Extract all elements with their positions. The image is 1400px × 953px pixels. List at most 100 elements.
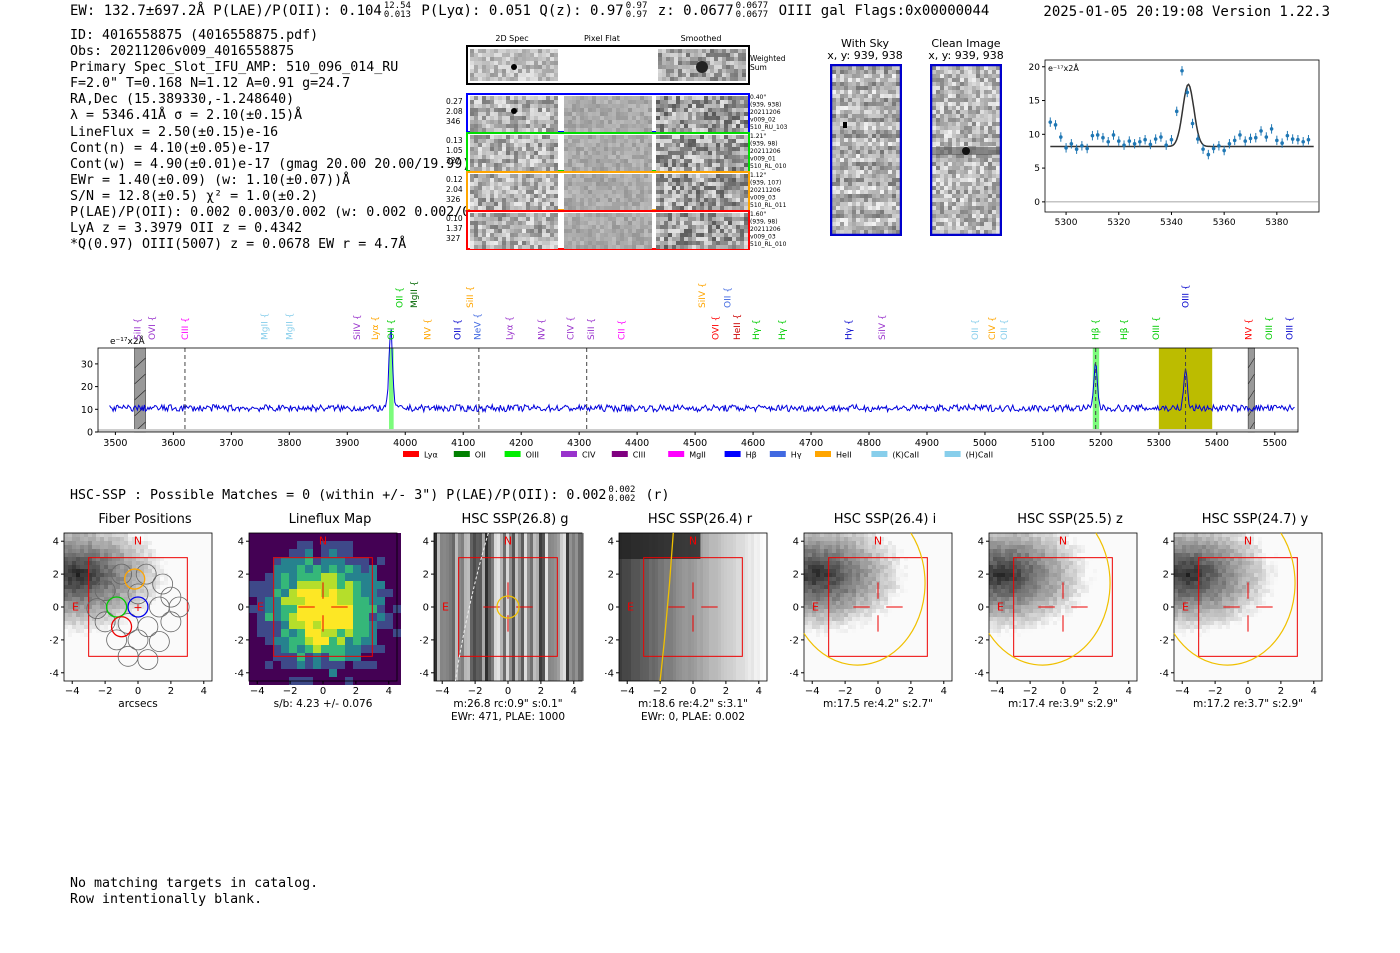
- noise-pixel: [896, 122, 900, 126]
- noise-pixel: [498, 151, 502, 155]
- pixel: [104, 549, 108, 553]
- noise-pixel: [728, 245, 732, 249]
- noise-pixel: [632, 198, 636, 202]
- noise-pixel: [584, 120, 588, 124]
- noise-pixel: [546, 143, 550, 147]
- noise-pixel: [744, 174, 748, 178]
- noise-pixel: [968, 158, 972, 162]
- noise-pixel: [498, 174, 502, 178]
- noise-pixel: [860, 198, 864, 202]
- noise-pixel: [936, 178, 940, 182]
- pixel: [68, 561, 72, 565]
- noise-pixel: [840, 162, 844, 166]
- noise-pixel: [474, 57, 478, 61]
- noise-pixel: [502, 174, 506, 178]
- pixel: [144, 537, 148, 541]
- pixel: [184, 569, 188, 573]
- pixel: [172, 573, 176, 577]
- noise-pixel: [530, 159, 534, 163]
- pixel: [96, 541, 100, 545]
- noise-pixel: [660, 96, 664, 100]
- noise-pixel: [668, 116, 672, 120]
- noise-pixel: [844, 162, 848, 166]
- noise-pixel: [712, 100, 716, 104]
- noise-pixel: [542, 198, 546, 202]
- noise-pixel: [676, 221, 680, 225]
- noise-pixel: [832, 70, 836, 74]
- noise-pixel: [844, 66, 848, 70]
- noise-pixel: [852, 166, 856, 170]
- noise-pixel: [482, 225, 486, 229]
- noise-pixel: [720, 225, 724, 229]
- noise-pixel: [542, 53, 546, 57]
- noise-pixel: [616, 108, 620, 112]
- noise-pixel: [670, 77, 674, 81]
- pixel: [148, 569, 152, 573]
- hsc-ssp-summary: HSC-SSP : Possible Matches = 0 (within +…: [70, 485, 670, 504]
- noise-pixel: [522, 206, 526, 210]
- noise-pixel: [580, 213, 584, 217]
- pixel: [104, 557, 108, 561]
- noise-pixel: [612, 159, 616, 163]
- noise-pixel: [952, 182, 956, 186]
- noise-pixel: [944, 186, 948, 190]
- noise-pixel: [682, 69, 686, 73]
- noise-pixel: [502, 116, 506, 120]
- legend-swatch: [724, 451, 741, 457]
- noise-pixel: [664, 190, 668, 194]
- noise-pixel: [664, 198, 668, 202]
- noise-pixel: [482, 174, 486, 178]
- noise-pixel: [474, 217, 478, 221]
- noise-pixel: [474, 233, 478, 237]
- noise-pixel: [992, 86, 996, 90]
- noise-pixel: [984, 222, 988, 226]
- noise-pixel: [876, 170, 880, 174]
- noise-pixel: [538, 112, 542, 116]
- noise-pixel: [628, 128, 632, 132]
- noise-pixel: [736, 135, 740, 139]
- noise-pixel: [522, 237, 526, 241]
- noise-pixel: [554, 77, 558, 81]
- noise-pixel: [596, 245, 600, 249]
- noise-pixel: [736, 229, 740, 233]
- noise-pixel: [494, 124, 498, 128]
- noise-pixel: [972, 162, 976, 166]
- noise-pixel: [538, 206, 542, 210]
- noise-pixel: [972, 142, 976, 146]
- noise-pixel: [616, 139, 620, 143]
- noise-pixel: [716, 135, 720, 139]
- noise-pixel: [720, 147, 724, 151]
- noise-pixel: [636, 182, 640, 186]
- noise-pixel: [716, 194, 720, 198]
- noise-pixel: [680, 139, 684, 143]
- noise-pixel: [514, 128, 518, 132]
- noise-pixel: [522, 225, 526, 229]
- noise-pixel: [968, 182, 972, 186]
- pixel: [80, 549, 84, 553]
- noise-pixel: [478, 104, 482, 108]
- pixel: [120, 553, 124, 557]
- noise-pixel: [960, 222, 964, 226]
- noise-pixel: [996, 226, 1000, 230]
- noise-pixel: [648, 139, 652, 143]
- full-xtick-label: 3900: [335, 438, 359, 449]
- noise-pixel: [542, 120, 546, 124]
- noise-pixel: [486, 73, 490, 77]
- noise-pixel: [708, 202, 712, 206]
- noise-pixel: [704, 217, 708, 221]
- noise-pixel: [482, 57, 486, 61]
- noise-pixel: [884, 210, 888, 214]
- noise-pixel: [708, 100, 712, 104]
- noise-pixel: [832, 118, 836, 122]
- noise-pixel: [604, 124, 608, 128]
- noise-pixel: [612, 128, 616, 132]
- noise-pixel: [482, 124, 486, 128]
- noise-pixel: [568, 174, 572, 178]
- noise-pixel: [474, 167, 478, 171]
- zoom-data-point: [1264, 135, 1269, 139]
- noise-pixel: [482, 73, 486, 77]
- noise-pixel: [708, 206, 712, 210]
- noise-pixel: [876, 114, 880, 118]
- noise-pixel: [490, 108, 494, 112]
- noise-pixel: [690, 53, 694, 57]
